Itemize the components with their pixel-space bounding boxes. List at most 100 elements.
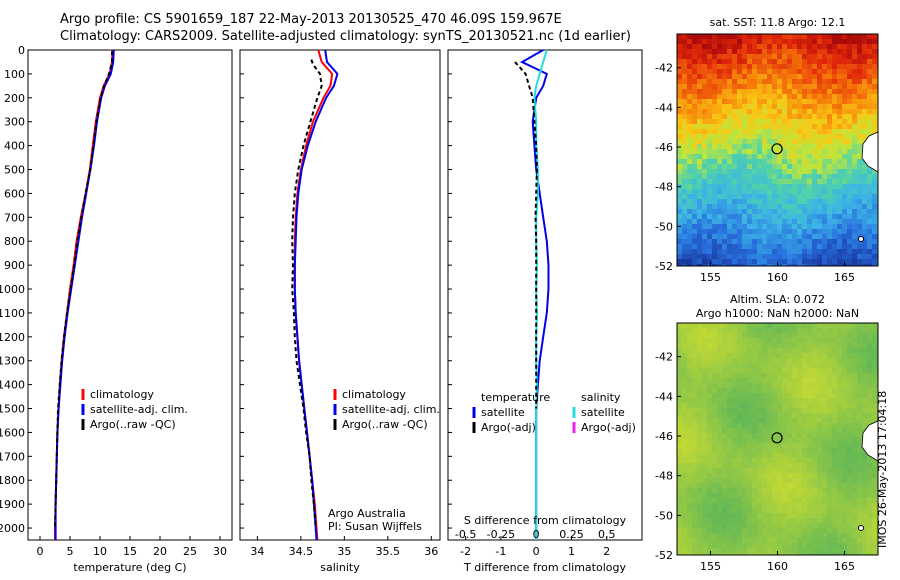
x-tick-label: 34.5 [289, 545, 314, 558]
y-tick-label: -52 [655, 260, 673, 273]
x-tick-label: 165 [834, 560, 855, 573]
figure-title-line-1: Argo profile: CS 5901659_187 22-May-2013… [60, 12, 562, 27]
series-line-2 [54, 49, 115, 540]
x-tick-label: 165 [834, 271, 855, 284]
series-line-2 [293, 49, 339, 541]
y-tick-label: 1100 [0, 307, 25, 320]
series-line-1 [54, 49, 114, 540]
y-tick-label: 2000 [0, 522, 25, 535]
legend-label: satellite [481, 406, 525, 419]
x-axis-label: T difference from climatology [463, 561, 626, 574]
legend-label: climatology [342, 388, 406, 401]
y-tick-label: -48 [655, 181, 673, 194]
series-line-1 [293, 49, 334, 541]
legend-label: Argo(-adj) [581, 421, 636, 434]
x-tick-label: 35 [337, 545, 351, 558]
y-tick-label: -44 [655, 101, 673, 114]
x-tick-label: 30 [213, 545, 227, 558]
panel-frame [27, 49, 233, 541]
top-x-tick-label: -0.5 [455, 528, 476, 541]
y-tick-label: 1600 [0, 426, 25, 439]
x-tick-label: -1 [495, 545, 506, 558]
y-tick-label: 1500 [0, 403, 25, 416]
y-tick-label: 800 [4, 235, 25, 248]
top-x-tick-label: -0.25 [487, 528, 515, 541]
island-marker [858, 236, 864, 242]
x-tick-label: 155 [700, 271, 721, 284]
y-tick-label: -52 [655, 549, 673, 562]
top-x-axis-label: S difference from climatology [464, 514, 627, 527]
y-tick-label: -42 [655, 351, 673, 364]
y-tick-label: -50 [655, 220, 673, 233]
y-tick-label: 500 [4, 164, 25, 177]
x-axis-label: salinity [320, 561, 360, 574]
panel-frame [447, 49, 643, 541]
x-tick-label: 15 [123, 545, 137, 558]
y-tick-label: 1300 [0, 355, 25, 368]
x-tick-label: 0 [37, 545, 44, 558]
y-tick-label: 300 [4, 116, 25, 129]
x-tick-label: 1 [568, 545, 575, 558]
argo-position-marker [771, 432, 783, 444]
y-tick-label: 400 [4, 140, 25, 153]
x-tick-label: 10 [93, 545, 107, 558]
figure-title-line-2: Climatology: CARS2009. Satellite-adjuste… [60, 29, 631, 44]
y-tick-label: -42 [655, 62, 673, 75]
legend-label: satellite [581, 406, 625, 419]
y-tick-label: -48 [655, 470, 673, 483]
map-title: sat. SST: 11.8 Argo: 12.1 [710, 16, 846, 29]
sla-map-field [677, 323, 878, 555]
x-tick-label: 155 [700, 560, 721, 573]
legend-label: Argo(-adj) [481, 421, 536, 434]
argo-position-marker [771, 143, 783, 155]
top-x-tick-label: 0.25 [559, 528, 584, 541]
y-tick-label: -46 [655, 141, 673, 154]
legend-label: satellite-adj. clim. [90, 403, 188, 416]
legend-label: satellite-adj. clim. [342, 403, 440, 416]
x-tick-label: 160 [767, 560, 788, 573]
x-tick-label: 0 [533, 545, 540, 558]
y-tick-label: 1400 [0, 379, 25, 392]
y-tick-label: 1800 [0, 474, 25, 487]
sst-map-field [677, 34, 878, 266]
map-title: Altim. SLA: 0.072 [730, 293, 825, 306]
x-tick-label: 34 [250, 545, 264, 558]
y-tick-label: -44 [655, 390, 673, 403]
x-tick-label: 25 [183, 545, 197, 558]
x-tick-label: -2 [460, 545, 471, 558]
map-subtitle: Argo h1000: NaN h2000: NaN [696, 307, 859, 320]
y-tick-label: 700 [4, 211, 25, 224]
panel-annotation: Argo Australia [328, 507, 406, 520]
top-x-tick-label: 0.5 [598, 528, 616, 541]
y-tick-label: 200 [4, 92, 25, 105]
y-tick-label: 100 [4, 68, 25, 81]
x-tick-label: 2 [603, 545, 610, 558]
panel-annotation: PI: Susan Wijffels [328, 520, 422, 533]
island-marker [858, 525, 864, 531]
y-tick-label: 1700 [0, 450, 25, 463]
x-tick-label: 20 [153, 545, 167, 558]
series-line-3 [54, 51, 113, 529]
y-tick-label: 0 [18, 44, 25, 57]
x-tick-label: 160 [767, 271, 788, 284]
y-tick-label: 1000 [0, 283, 25, 296]
y-tick-label: -50 [655, 509, 673, 522]
y-tick-label: -46 [655, 430, 673, 443]
legend-label: climatology [90, 388, 154, 401]
y-tick-label: 1200 [0, 331, 25, 344]
legend-heading: salinity [581, 391, 621, 404]
series-line-3 [514, 61, 538, 409]
legend-label: Argo(..raw -QC) [342, 418, 428, 431]
y-tick-label: 1900 [0, 498, 25, 511]
legend-heading: temperature [481, 391, 550, 404]
x-tick-label: 35.5 [376, 545, 401, 558]
panel-frame [239, 49, 441, 541]
x-axis-label: temperature (deg C) [73, 561, 186, 574]
y-tick-label: 900 [4, 259, 25, 272]
x-tick-label: 36 [424, 545, 438, 558]
y-tick-label: 600 [4, 187, 25, 200]
x-tick-label: 5 [67, 545, 74, 558]
legend-label: Argo(..raw -QC) [90, 418, 176, 431]
top-x-tick-label: 0 [533, 528, 540, 541]
